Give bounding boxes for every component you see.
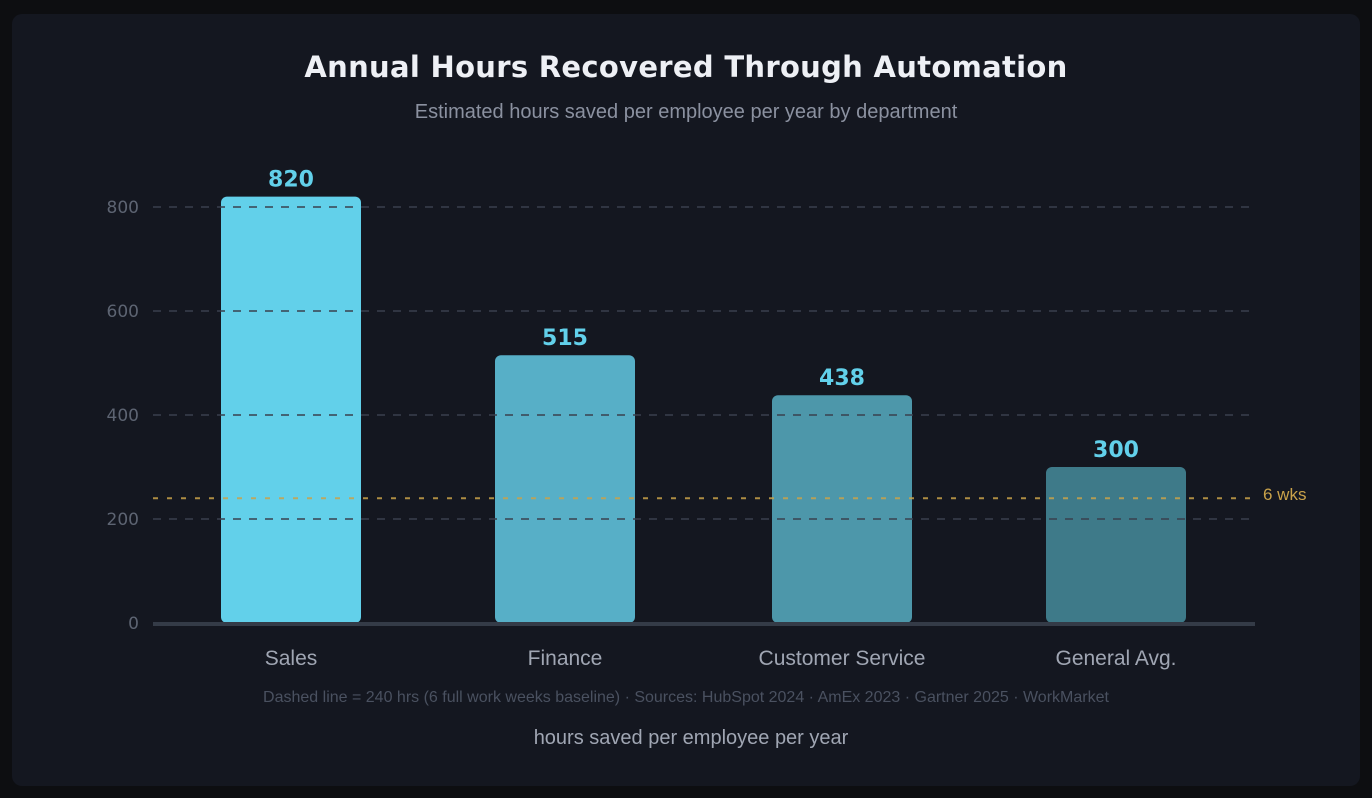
bar-sales	[221, 196, 361, 623]
x-tick-label: Customer Service	[759, 647, 926, 670]
x-tick-label: Sales	[265, 647, 318, 670]
x-axis-label: hours saved per employee per year	[533, 727, 849, 749]
chart-title: Annual Hours Recovered Through Automatio…	[304, 50, 1068, 84]
reference-line-label: 6 wks	[1263, 485, 1306, 504]
data-label: 820	[268, 168, 314, 193]
data-label: 515	[542, 326, 588, 351]
chart-subtitle: Estimated hours saved per employee per y…	[414, 101, 958, 123]
y-tick-label: 600	[107, 302, 139, 322]
bar-customer-service	[772, 395, 912, 623]
data-label: 438	[819, 366, 865, 391]
bar-general-avg-	[1046, 467, 1186, 623]
y-tick-label: 400	[107, 406, 139, 426]
x-tick-label: General Avg.	[1055, 647, 1176, 670]
y-tick-label: 200	[107, 510, 139, 530]
data-label: 300	[1093, 438, 1139, 463]
chart-footnote: Dashed line = 240 hrs (6 full work weeks…	[263, 689, 1109, 706]
y-tick-label: 0	[128, 614, 139, 634]
x-tick-label: Finance	[528, 647, 603, 670]
y-tick-label: 800	[107, 198, 139, 218]
bar-finance	[495, 355, 635, 623]
